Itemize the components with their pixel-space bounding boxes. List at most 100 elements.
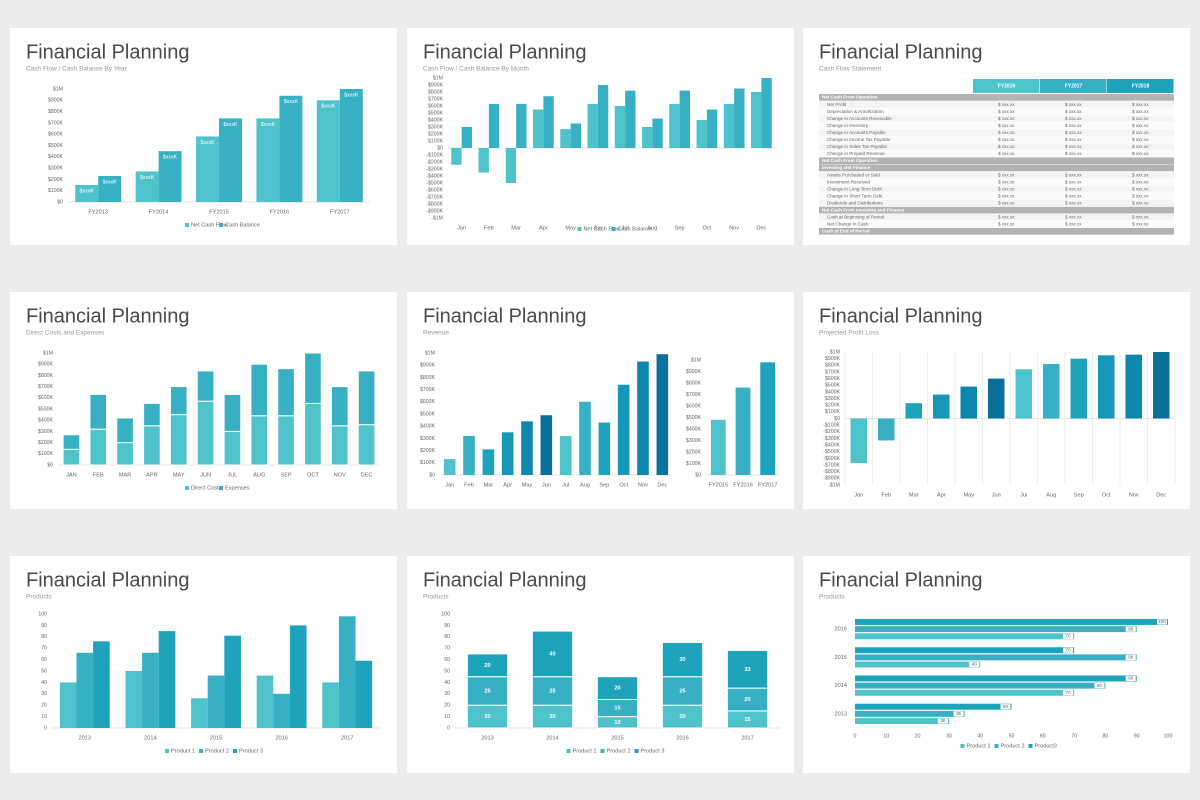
table-cell: $ xxx.xx bbox=[1132, 116, 1149, 121]
legend-swatch bbox=[994, 744, 999, 748]
y-tick-label: $500K bbox=[428, 110, 444, 116]
bar bbox=[679, 90, 690, 148]
x-tick-label: Nov bbox=[1129, 492, 1139, 498]
y-tick-label: $200K bbox=[686, 449, 702, 455]
table-cell: $ xxx.xx bbox=[998, 193, 1015, 198]
legend-label: Product 1 bbox=[967, 743, 991, 749]
table-cell: $ xxx.xx bbox=[1065, 215, 1082, 220]
slide-title: Financial Planning bbox=[423, 305, 586, 327]
table-cell: $ xxx.xx bbox=[1065, 179, 1082, 184]
bar bbox=[488, 103, 500, 148]
table-cell: $ xxx.xx bbox=[1065, 222, 1082, 227]
slide-subtitle: Projected Profit Loss bbox=[819, 330, 880, 337]
y-tick-label: 80 bbox=[444, 634, 450, 640]
x-tick-label: FEB bbox=[93, 472, 104, 478]
y-tick-label: 30 bbox=[444, 691, 450, 697]
x-tick-label: Sep bbox=[675, 225, 685, 231]
slide-title: Financial Planning bbox=[819, 305, 982, 327]
x-tick-label: Oct bbox=[619, 482, 628, 488]
x-tick-label: Feb bbox=[881, 492, 891, 498]
x-tick-label: 0 bbox=[854, 733, 857, 739]
legend-swatch bbox=[199, 749, 203, 753]
y-tick-label: $100K bbox=[825, 409, 841, 415]
legend-label: Net Cash Flow bbox=[584, 226, 622, 232]
bar bbox=[250, 415, 269, 466]
bar bbox=[760, 362, 776, 475]
slide-subtitle: Products bbox=[819, 594, 845, 601]
bar bbox=[855, 633, 1075, 640]
y-tick-label: $0 bbox=[47, 462, 53, 468]
y-tick-label: -$500K bbox=[426, 180, 443, 186]
table-cell: $ xxx.xx bbox=[1132, 215, 1149, 220]
y-tick-label: 20 bbox=[41, 703, 47, 709]
data-label: $xxxK bbox=[284, 99, 299, 105]
bar bbox=[855, 689, 1075, 696]
table-row-label: Change in Long Term Debt bbox=[827, 186, 883, 191]
y-tick-label: $300K bbox=[38, 429, 54, 435]
table-header: FY2017 bbox=[1065, 83, 1083, 89]
x-tick-label: Oct bbox=[703, 225, 712, 231]
y-tick-label: 100 bbox=[441, 611, 450, 617]
x-tick-label: Apr bbox=[937, 492, 946, 498]
data-label: $xxxK bbox=[223, 122, 238, 128]
bar bbox=[669, 103, 680, 148]
bar bbox=[207, 675, 225, 728]
y-tick-label: -$800K bbox=[426, 201, 443, 207]
data-label-box bbox=[1094, 683, 1105, 689]
y-tick-label: $400K bbox=[686, 426, 702, 432]
bar bbox=[960, 386, 977, 419]
table-cell: $ xxx.xx bbox=[1132, 222, 1149, 227]
bar bbox=[661, 676, 704, 706]
bar bbox=[339, 89, 363, 202]
table-cell: $ xxx.xx bbox=[998, 144, 1015, 149]
x-tick-label: 90 bbox=[1134, 733, 1140, 739]
y-tick-label: $900K bbox=[686, 369, 702, 375]
table-section: Net Cash From Operation bbox=[822, 158, 878, 163]
slide-title: Financial Planning bbox=[26, 41, 189, 63]
table-cell: $ xxx.xx bbox=[1132, 193, 1149, 198]
y-tick-label: -$100K bbox=[823, 423, 840, 429]
data-label-box bbox=[969, 661, 980, 668]
slide-subtitle: Cash Flow / Cash Balance By Month bbox=[423, 66, 529, 73]
table-row-label: Investment Received bbox=[827, 179, 870, 184]
y-tick-label: -$900K bbox=[426, 208, 443, 214]
bar bbox=[614, 106, 626, 148]
table-section: Investing and Finance bbox=[822, 165, 871, 170]
x-tick-label: AUG bbox=[253, 472, 265, 478]
table-cell: $ xxx.xx bbox=[1065, 193, 1082, 198]
data-label: 70 bbox=[1066, 647, 1071, 652]
y-tick-label: $400K bbox=[420, 424, 436, 430]
bar bbox=[570, 123, 581, 148]
table-cell: $ xxx.xx bbox=[998, 215, 1015, 220]
bar bbox=[279, 95, 303, 202]
x-tick-label: Apr bbox=[539, 225, 548, 231]
table-row-label: Change in Short Term Debt bbox=[827, 193, 883, 198]
y-tick-label: $400K bbox=[428, 117, 444, 123]
bar bbox=[273, 693, 290, 728]
bar bbox=[256, 118, 280, 202]
bar bbox=[761, 78, 772, 148]
bar bbox=[560, 129, 571, 148]
bar bbox=[443, 459, 456, 475]
x-tick-label: FY2013 bbox=[88, 209, 108, 215]
legend-label: Product 2 bbox=[607, 748, 631, 754]
x-tick-label: Jan bbox=[854, 492, 863, 498]
table-cell: $ xxx.xx bbox=[1132, 200, 1149, 205]
legend-label: Cash Balance bbox=[618, 226, 653, 232]
y-tick-label: -$500K bbox=[823, 449, 840, 455]
bar bbox=[598, 422, 611, 475]
y-tick-label: 0 bbox=[447, 725, 450, 731]
y-tick-label: $600K bbox=[48, 132, 64, 138]
x-tick-label: 2013 bbox=[481, 735, 493, 741]
y-tick-label: -$200K bbox=[426, 159, 443, 165]
table-cell: $ xxx.xx bbox=[998, 109, 1015, 114]
table-cell: $ xxx.xx bbox=[998, 123, 1015, 128]
bar bbox=[933, 394, 950, 419]
bar bbox=[143, 425, 161, 466]
x-tick-label: 2015 bbox=[210, 735, 222, 741]
data-label: 30 bbox=[679, 657, 685, 663]
bar bbox=[855, 710, 965, 717]
x-tick-label: FY2015 bbox=[709, 482, 729, 488]
legend-swatch bbox=[219, 486, 223, 490]
x-tick-label: Dec bbox=[756, 225, 766, 231]
